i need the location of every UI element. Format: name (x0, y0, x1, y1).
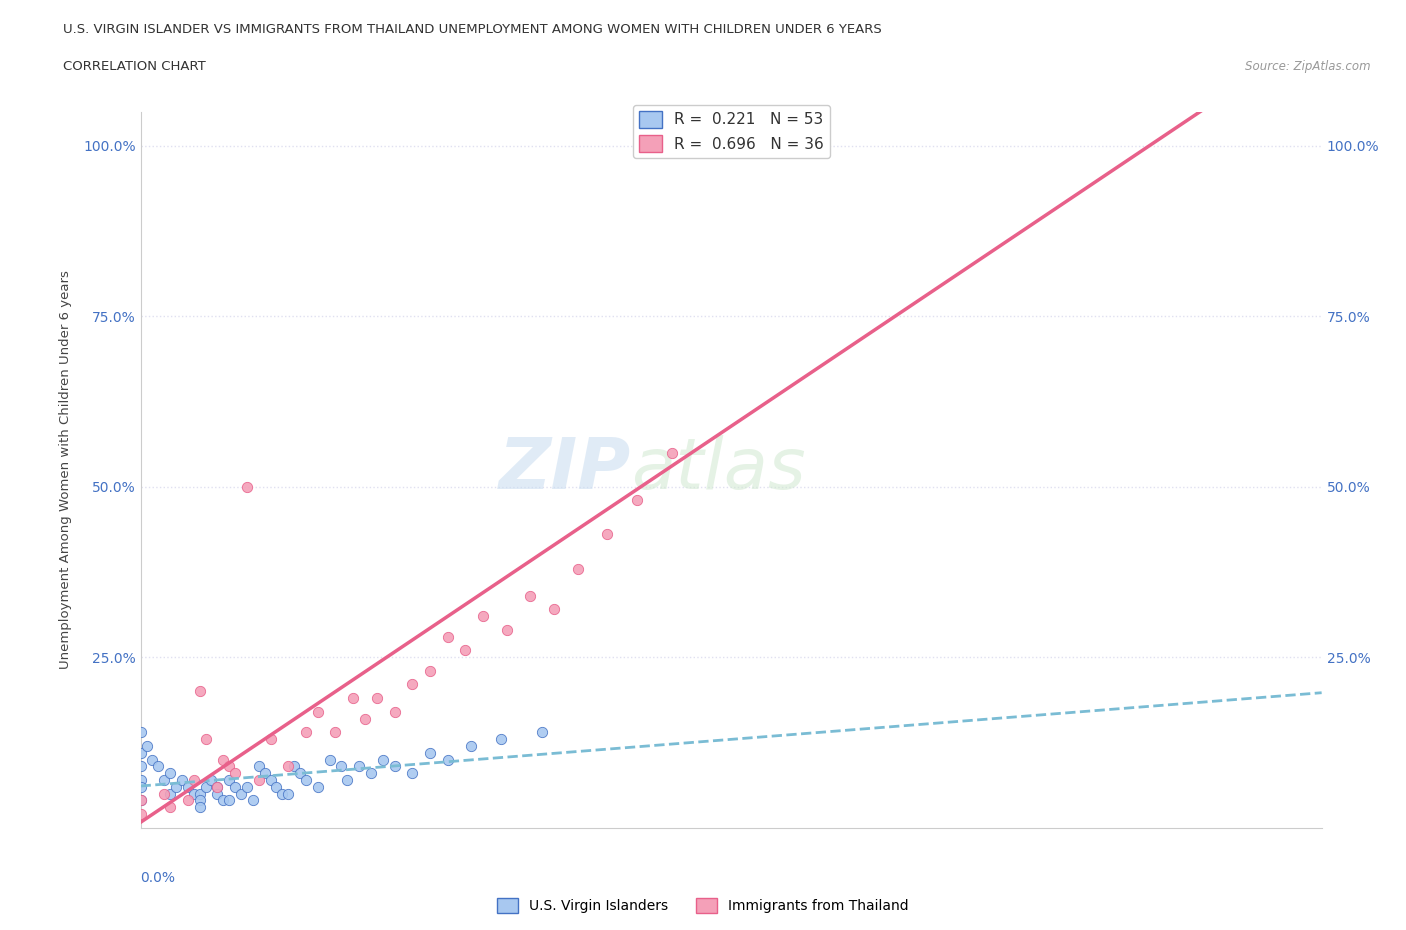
Point (277, 759, 299, 774)
Point (419, 663, 441, 678)
Point (153, 786, 176, 801)
Point (229, 786, 252, 801)
Point (135, 738, 157, 753)
Point (159, 786, 181, 801)
Point (489, 732, 512, 747)
Point (183, 786, 205, 801)
Point (318, 752, 340, 767)
Point (401, 765, 423, 780)
Point (129, 745, 152, 760)
Point (419, 745, 441, 760)
Point (271, 786, 294, 801)
Point (371, 752, 394, 767)
Text: CORRELATION CHART: CORRELATION CHART (63, 60, 207, 73)
Point (567, 561, 589, 576)
Point (188, 800, 211, 815)
Point (236, 779, 259, 794)
Point (401, 677, 423, 692)
Point (242, 793, 264, 808)
Point (543, 602, 565, 617)
Point (218, 773, 240, 788)
Point (690, 139, 713, 153)
Point (141, 752, 163, 767)
Point (259, 732, 281, 747)
Point (188, 684, 211, 698)
Point (194, 779, 217, 794)
Point (519, 589, 541, 604)
Point (159, 800, 181, 815)
Legend: U.S. Virgin Islanders, Immigrants from Thailand: U.S. Virgin Islanders, Immigrants from T… (492, 892, 914, 919)
Point (165, 779, 187, 794)
Point (436, 752, 458, 767)
Text: atlas: atlas (631, 435, 806, 504)
Point (295, 773, 318, 788)
Point (354, 711, 377, 726)
Point (212, 793, 235, 808)
Point (153, 773, 176, 788)
Point (183, 773, 205, 788)
Point (325, 724, 347, 739)
Point (218, 759, 240, 774)
Point (247, 773, 270, 788)
Point (253, 765, 276, 780)
Point (247, 759, 270, 774)
Point (129, 759, 152, 774)
Point (129, 724, 152, 739)
Point (129, 793, 152, 808)
Text: U.S. VIRGIN ISLANDER VS IMMIGRANTS FROM THAILAND UNEMPLOYMENT AMONG WOMEN WITH C: U.S. VIRGIN ISLANDER VS IMMIGRANTS FROM … (63, 23, 882, 36)
Point (129, 793, 152, 808)
Point (266, 779, 288, 794)
Point (384, 704, 406, 719)
Point (207, 786, 229, 801)
Point (531, 724, 554, 739)
Point (347, 759, 370, 774)
Point (224, 765, 246, 780)
Point (342, 691, 364, 706)
Legend: R =  0.221   N = 53, R =  0.696   N = 36: R = 0.221 N = 53, R = 0.696 N = 36 (633, 105, 830, 158)
Point (207, 779, 229, 794)
Point (307, 704, 329, 719)
Point (224, 779, 246, 794)
Point (218, 793, 240, 808)
Point (177, 793, 200, 808)
Point (188, 793, 211, 808)
Point (194, 732, 217, 747)
Point (170, 773, 193, 788)
Text: Source: ZipAtlas.com: Source: ZipAtlas.com (1246, 60, 1371, 73)
Point (188, 786, 211, 801)
Point (596, 527, 619, 542)
Point (472, 609, 495, 624)
Point (129, 779, 152, 794)
Point (283, 759, 305, 774)
Text: 0.0%: 0.0% (141, 870, 176, 884)
Point (207, 779, 229, 794)
Point (200, 773, 222, 788)
Point (159, 765, 181, 780)
Point (295, 724, 318, 739)
Point (177, 779, 200, 794)
Point (212, 752, 235, 767)
Point (336, 773, 359, 788)
Point (626, 493, 648, 508)
Point (330, 759, 353, 774)
Point (366, 691, 388, 706)
Text: ZIP: ZIP (499, 435, 631, 504)
Point (259, 773, 281, 788)
Point (148, 759, 170, 774)
Point (129, 806, 152, 821)
Point (129, 773, 152, 788)
Point (436, 630, 458, 644)
Point (236, 479, 259, 494)
Point (307, 779, 329, 794)
Point (360, 765, 382, 780)
Point (384, 759, 406, 774)
Point (495, 622, 517, 637)
Point (454, 643, 477, 658)
Point (460, 738, 482, 753)
Y-axis label: Unemployment Among Women with Children Under 6 years: Unemployment Among Women with Children U… (59, 271, 72, 669)
Point (288, 765, 311, 780)
Point (661, 445, 683, 460)
Point (277, 786, 299, 801)
